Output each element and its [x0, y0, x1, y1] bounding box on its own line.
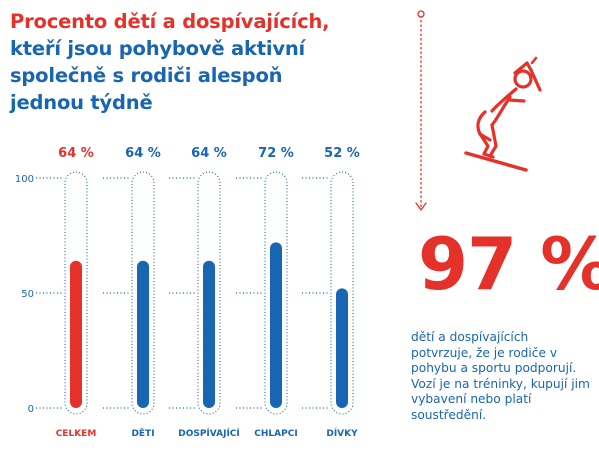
value-label: 64 %: [58, 146, 94, 161]
bar-track: [64, 171, 88, 415]
y-tick-label: 50: [21, 289, 34, 300]
skier-icon: [415, 10, 542, 211]
highlight-text-1: dětí a dospívajících potvrzuje, že je ro…: [411, 330, 577, 375]
bar-track: [330, 171, 354, 415]
value-label: 64 %: [125, 146, 161, 161]
bar: [203, 260, 215, 408]
bar-track: [131, 171, 155, 415]
value-label: 64 %: [191, 146, 227, 161]
bar-track: [197, 171, 221, 415]
title-line-1: Procento dětí a dospívajících,: [10, 10, 330, 33]
y-tick-label: 0: [28, 404, 34, 415]
category-label: DÍVKY: [326, 427, 358, 439]
title-line-2: kteří jsou pohybově aktivní: [10, 37, 306, 60]
bar: [70, 260, 82, 408]
title-line-3: společně s rodiči alespoň: [10, 64, 283, 87]
category-label: DĚTI: [131, 427, 154, 439]
bar: [137, 260, 149, 408]
value-label: 52 %: [324, 146, 360, 161]
title-line-4: jednou týdně: [10, 91, 153, 114]
y-tick-label: 100: [15, 174, 34, 185]
chart-title: Procento dětí a dospívajících, kteří jso…: [10, 8, 370, 116]
highlight-text-2: Vozí je na tréninky, kupují jim vybavení…: [411, 376, 590, 422]
bar: [270, 242, 282, 408]
highlight-value: 97 %: [418, 222, 599, 306]
bar-track: [264, 171, 288, 415]
highlight-description: dětí a dospívajících potvrzuje, že je ro…: [411, 330, 591, 423]
category-label: DOSPÍVAJÍCÍ: [178, 427, 240, 439]
bar: [336, 288, 348, 408]
category-label: CELKEM: [56, 429, 97, 439]
value-label: 72 %: [258, 146, 294, 161]
category-label: CHLAPCI: [254, 429, 297, 439]
